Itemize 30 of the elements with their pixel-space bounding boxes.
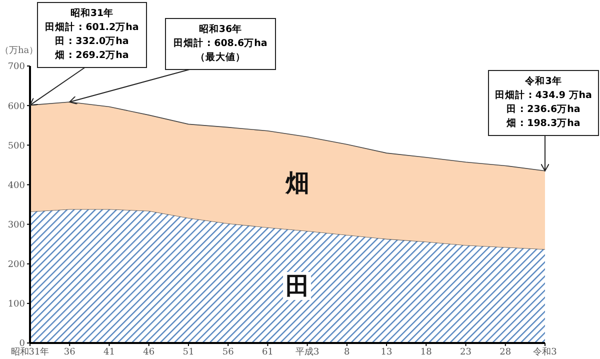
x-tick-label: 18	[420, 347, 432, 358]
x-tick-label: 56	[222, 347, 234, 358]
series-label: 畑	[284, 168, 310, 197]
x-tick-label: 51	[182, 347, 194, 358]
x-tick-label: 61	[262, 347, 274, 358]
x-tick-label: 昭和31年	[10, 346, 50, 358]
callout-box: 令和3年田畑計 : 434.9 万ha田 : 236.6万ha畑 : 198.3万ha	[488, 70, 599, 136]
annotation: 昭和31年田畑計 : 601.2万ha田 : 332.0万ha畑 : 269.2万ha	[44, 7, 140, 63]
y-tick-label: 300	[8, 220, 26, 230]
y-axis-title: （万ha）	[0, 45, 38, 57]
x-tick-label: 41	[104, 347, 115, 358]
x-tick-label: 36	[64, 347, 76, 358]
y-tick-label: 700	[8, 62, 26, 72]
annotation: 昭和36年田畑計 : 608.6万ha（最大値）	[172, 23, 268, 65]
x-tick-label: 23	[460, 347, 472, 358]
x-tick-label: 28	[500, 347, 512, 358]
x-tick-label: 令和3	[533, 346, 558, 358]
series-label: 田	[283, 272, 312, 300]
y-tick-label: 600	[8, 102, 26, 112]
x-tick-label: 平成3	[295, 346, 320, 358]
annotation: 令和3年田畑計 : 434.9 万ha田 : 236.6万ha畑 : 198.3万ha	[494, 75, 593, 131]
y-tick-label: 500	[8, 141, 26, 152]
callout-box: 昭和36年田畑計 : 608.6万ha（最大値）	[165, 18, 276, 70]
x-tick-label: 46	[143, 347, 155, 358]
callout-box: 昭和31年田畑計 : 601.2万ha田 : 332.0万ha畑 : 269.2万ha	[37, 2, 147, 68]
y-tick-label: 400	[8, 180, 26, 191]
y-tick-label: 200	[8, 260, 26, 270]
y-tick-label: 100	[8, 300, 26, 310]
x-tick-label: 8	[344, 347, 350, 358]
x-tick-label: 13	[380, 347, 393, 358]
